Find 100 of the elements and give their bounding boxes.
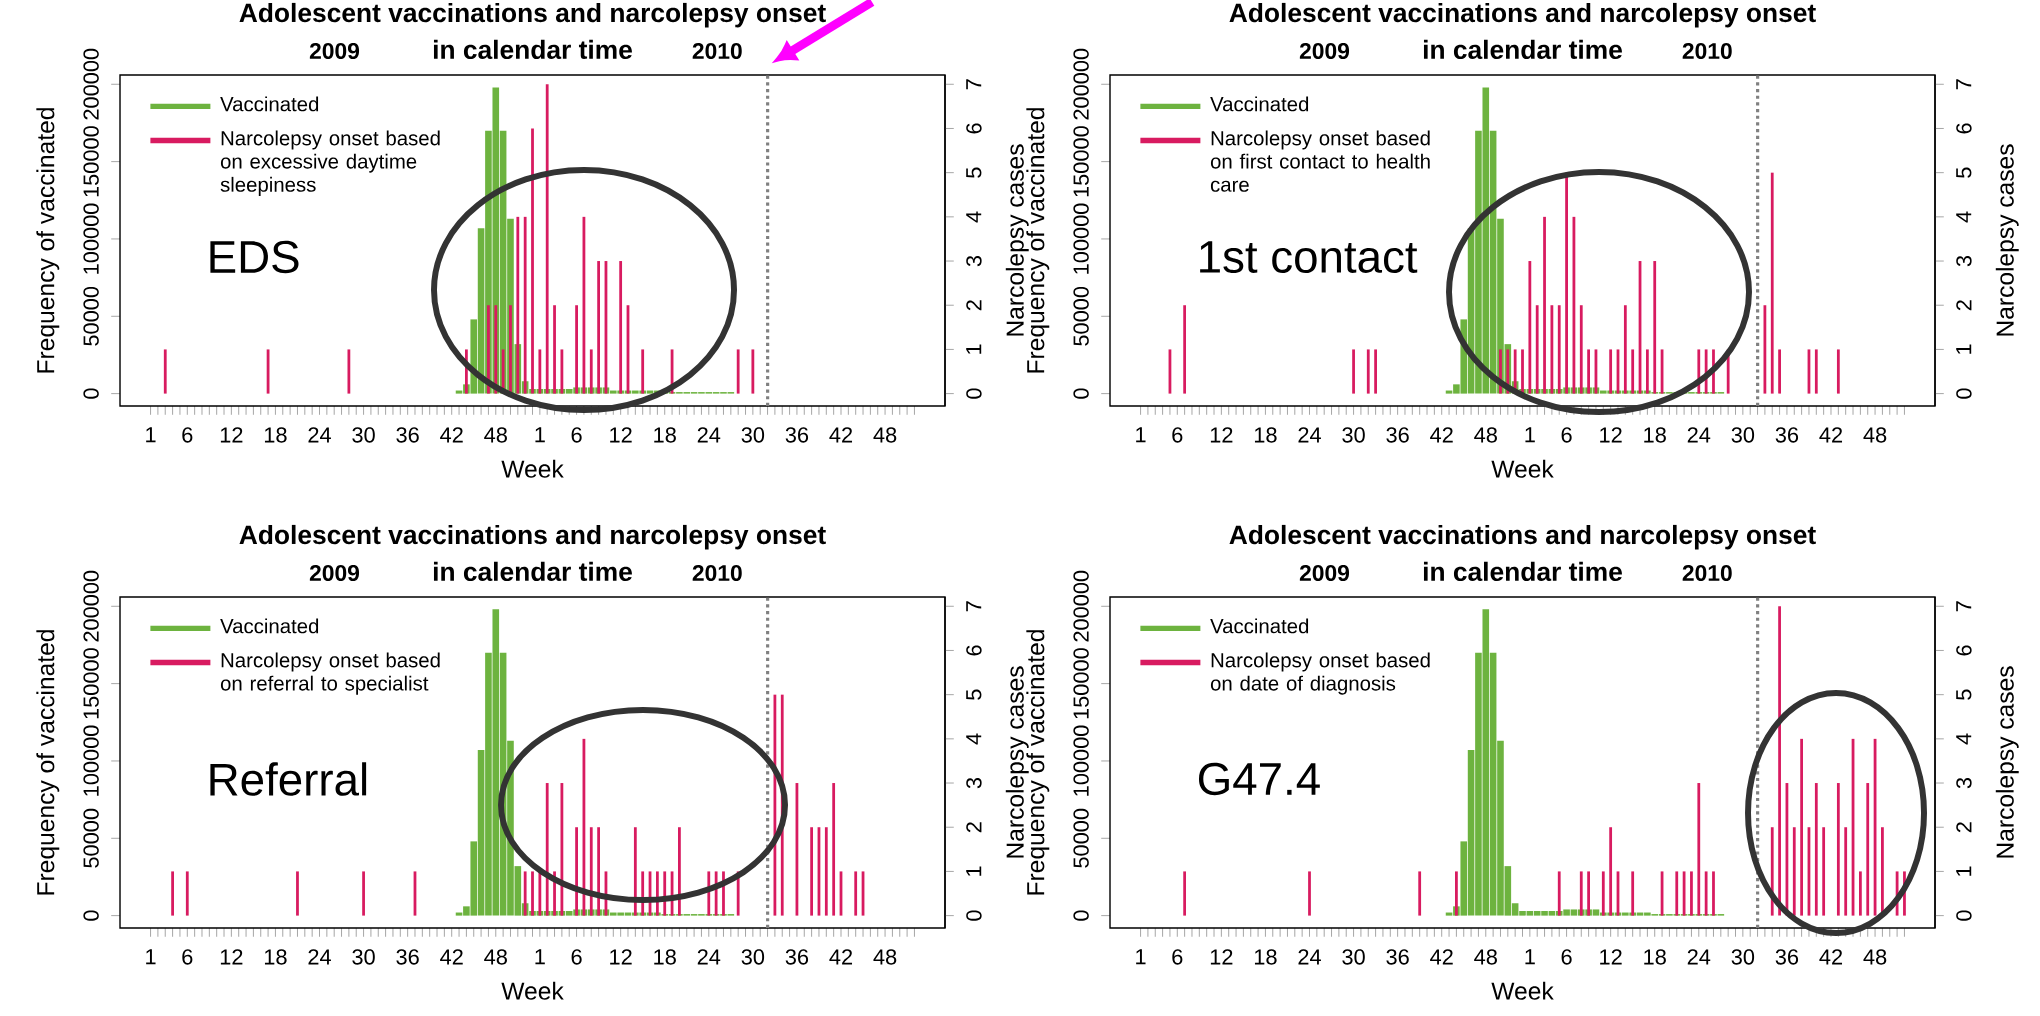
x-tick-label: 6 bbox=[571, 949, 582, 965]
x-tick-label: 36 bbox=[396, 427, 419, 443]
x-tick-label: 18 bbox=[1644, 427, 1666, 443]
x-tick-label: 24 bbox=[308, 949, 331, 965]
x-tick-label: 1 bbox=[146, 949, 156, 965]
chart-title: Adolescent vaccinations and narcolepsy onset bbox=[1229, 2, 1816, 28]
x-tick-label: 30 bbox=[352, 949, 375, 965]
x-tick-label: 12 bbox=[610, 949, 632, 965]
y-tick-label: 200000 bbox=[83, 48, 99, 120]
y2-tick-label: 6 bbox=[1956, 645, 1972, 656]
x-tick-label: 24 bbox=[697, 949, 721, 965]
y-tick-label: 0 bbox=[1073, 910, 1089, 921]
x-tick-label: 36 bbox=[1775, 949, 1799, 965]
y2-tick-label: 6 bbox=[966, 645, 982, 656]
x-tick-label: 48 bbox=[484, 949, 507, 965]
y2-tick-label: 3 bbox=[966, 777, 982, 789]
x-tick-label: 12 bbox=[1210, 949, 1233, 965]
y-axis-title: Frequency of vaccinated bbox=[36, 108, 60, 373]
x-tick-label: 24 bbox=[697, 427, 721, 443]
y-tick-label: 200000 bbox=[1073, 48, 1089, 120]
y2-tick-label: 6 bbox=[966, 123, 982, 134]
y-tick-label: 0 bbox=[83, 388, 99, 399]
legend-label: Narcolepsy onset based on referral to specialist bbox=[220, 652, 440, 695]
y2-tick-label: 5 bbox=[966, 167, 982, 178]
x-axis-title: Week bbox=[501, 459, 564, 478]
x-tick-label: 18 bbox=[264, 427, 287, 443]
annotation: 1st contact bbox=[1200, 241, 1418, 273]
y2-tick-label: 5 bbox=[1956, 689, 1972, 700]
chart-subtitle: in calendar time bbox=[433, 39, 632, 60]
x-tick-label: 24 bbox=[1298, 949, 1321, 965]
y2-tick-label: 4 bbox=[1956, 733, 1972, 745]
x-tick-label: 24 bbox=[1298, 427, 1321, 443]
y-tick-label: 150000 bbox=[83, 648, 99, 719]
x-tick-label: 30 bbox=[1342, 427, 1365, 443]
y-tick-label: 50000 bbox=[1073, 286, 1089, 346]
chart-subtitle: in calendar time bbox=[1423, 561, 1622, 582]
x-tick-label: 48 bbox=[873, 949, 897, 965]
legend-label: Narcolepsy onset based on first contact to health care bbox=[1210, 130, 1430, 192]
y2-tick-label: 0 bbox=[1956, 388, 1972, 399]
x-tick-label: 42 bbox=[440, 949, 463, 965]
y2-tick-label: 4 bbox=[966, 733, 982, 745]
legend-label: Vaccinated bbox=[220, 618, 319, 634]
x-axis-title: Week bbox=[501, 981, 564, 1000]
y2-tick-label: 0 bbox=[1956, 910, 1972, 921]
x-tick-label: 42 bbox=[829, 949, 853, 965]
y2-tick-label: 3 bbox=[1956, 777, 1972, 789]
y2-tick-label: 4 bbox=[966, 211, 982, 223]
chart-title: Adolescent vaccinations and narcolepsy onset bbox=[1229, 524, 1816, 550]
x-tick-label: 1 bbox=[535, 949, 545, 965]
y2-tick-label: 1 bbox=[1956, 344, 1972, 354]
x-tick-label: 18 bbox=[1254, 427, 1277, 443]
x-tick-label: 48 bbox=[484, 427, 507, 443]
y2-tick-label: 6 bbox=[1956, 123, 1972, 134]
x-tick-label: 6 bbox=[1561, 949, 1572, 965]
y2-axis-title: Narcolepsy cases bbox=[1995, 666, 2019, 858]
y2-tick-label: 0 bbox=[966, 910, 982, 921]
x-tick-label: 30 bbox=[352, 427, 375, 443]
y-tick-label: 100000 bbox=[1073, 203, 1089, 274]
x-tick-label: 1 bbox=[1136, 427, 1146, 443]
y-tick-label: 150000 bbox=[1073, 126, 1089, 197]
y-tick-label: 200000 bbox=[83, 570, 99, 642]
y2-tick-label: 1 bbox=[966, 344, 982, 354]
x-tick-label: 12 bbox=[220, 427, 243, 443]
chart-title: Adolescent vaccinations and narcolepsy onset bbox=[239, 2, 826, 28]
text: 2009 bbox=[1299, 42, 1350, 60]
x-tick-label: 42 bbox=[1430, 427, 1453, 443]
annotation: EDS bbox=[210, 240, 299, 274]
y2-tick-label: 4 bbox=[1956, 211, 1972, 223]
x-tick-label: 30 bbox=[1731, 427, 1755, 443]
y2-tick-label: 3 bbox=[966, 255, 982, 267]
x-tick-label: 42 bbox=[829, 427, 853, 443]
legend-label: Narcolepsy onset based on date of diagnosis bbox=[1210, 652, 1430, 695]
x-tick-label: 36 bbox=[1386, 949, 1409, 965]
y2-tick-label: 7 bbox=[1956, 601, 1972, 612]
x-tick-label: 42 bbox=[1430, 949, 1453, 965]
x-tick-label: 42 bbox=[1819, 427, 1843, 443]
x-tick-label: 18 bbox=[654, 949, 676, 965]
text: 2010 bbox=[692, 564, 742, 582]
text: 2010 bbox=[1682, 42, 1732, 60]
y2-tick-label: 7 bbox=[1956, 79, 1972, 90]
x-tick-label: 42 bbox=[1819, 949, 1843, 965]
x-tick-label: 30 bbox=[741, 949, 765, 965]
y-tick-label: 200000 bbox=[1073, 570, 1089, 642]
y-axis-title: Frequency of vaccinated bbox=[36, 630, 60, 895]
x-tick-label: 18 bbox=[264, 949, 287, 965]
y-tick-label: 150000 bbox=[1073, 648, 1089, 719]
y-tick-label: 100000 bbox=[83, 725, 99, 796]
y2-tick-label: 2 bbox=[966, 822, 982, 833]
y2-tick-label: 2 bbox=[1956, 822, 1972, 833]
y-tick-label: 0 bbox=[1073, 388, 1089, 399]
x-tick-label: 36 bbox=[1775, 427, 1799, 443]
y2-tick-label: 1 bbox=[966, 866, 982, 876]
x-tick-label: 18 bbox=[1644, 949, 1666, 965]
text: 2010 bbox=[692, 42, 742, 60]
legend-label: Vaccinated bbox=[220, 96, 319, 112]
x-tick-label: 1 bbox=[1136, 949, 1146, 965]
y-tick-label: 50000 bbox=[1073, 808, 1089, 868]
x-tick-label: 24 bbox=[1687, 427, 1711, 443]
x-tick-label: 1 bbox=[1525, 427, 1535, 443]
x-tick-label: 36 bbox=[785, 949, 809, 965]
